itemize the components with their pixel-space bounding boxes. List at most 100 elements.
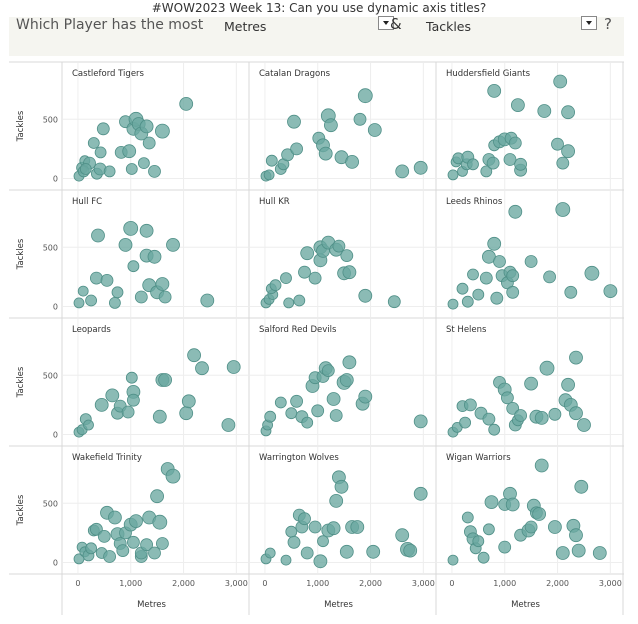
y-axis-title: Tackles [16,366,26,398]
x-tick-label: 0 [449,579,454,588]
data-point [505,497,520,512]
data-point [221,418,236,432]
data-point [537,104,552,118]
data-point [447,298,459,310]
data-point [298,512,311,526]
data-point [308,271,322,285]
data-point [301,416,314,429]
data-point [447,554,459,566]
data-point [490,291,504,305]
data-point [290,394,304,408]
data-point [87,137,100,149]
data-point [139,119,154,134]
data-point [103,550,116,563]
data-point [283,297,295,309]
panel-title: Hull FC [72,197,102,207]
data-point [300,546,314,560]
data-point [487,84,502,98]
panel-title: Catalan Dragons [259,69,331,79]
data-point [263,169,275,181]
data-point [77,285,89,297]
data-point [339,544,354,559]
data-point [274,396,287,409]
data-point [367,123,382,137]
data-point [293,294,306,307]
data-point [126,393,140,407]
data-point [534,458,549,473]
x-tick-label: 1,000 [493,579,516,588]
x-tick-label: 0 [262,579,267,588]
x-tick-label: 2,000 [546,579,569,588]
data-point [154,123,170,139]
data-point [226,360,241,374]
data-point [121,405,135,419]
data-point [125,371,138,384]
data-point [96,122,110,136]
data-point [561,144,575,159]
data-point [447,169,459,181]
data-point [134,290,148,304]
data-point [413,486,428,501]
x-measure-value[interactable]: Metres [224,19,267,34]
data-point [571,543,586,558]
data-point [165,468,181,484]
dropdown-arrow-icon[interactable] [581,16,597,30]
y-tick-label: 500 [43,499,58,508]
data-point [326,521,341,536]
y-measure-value[interactable]: Tackles [426,19,472,34]
data-point [166,237,180,252]
data-point [403,543,418,558]
data-point [487,236,502,251]
panel-title: Huddersfield Giants [446,69,531,79]
data-point [123,220,139,236]
data-point [287,114,301,129]
data-point [577,418,591,432]
data-point [332,239,346,253]
panel-title: Wigan Warriors [446,453,511,463]
data-point [158,373,173,387]
panel-title: Warrington Wolves [259,453,339,463]
data-point [311,404,325,418]
data-point [85,542,97,555]
data-point [313,554,328,569]
data-point [603,284,618,299]
data-point [555,202,571,217]
data-point [100,273,114,287]
data-point [179,406,194,421]
data-point [200,293,215,308]
connector-text: & [390,15,402,33]
y-tick-label: 500 [43,371,58,380]
data-point [73,297,85,309]
data-point [477,551,490,564]
data-point [493,255,506,268]
data-point [152,409,167,424]
y-tick-label: 500 [43,115,58,124]
data-point [413,160,428,175]
data-point [484,495,499,510]
data-point [353,112,367,126]
data-point [285,407,298,420]
data-point [321,364,335,378]
data-point [329,409,343,422]
data-point [524,376,538,391]
data-point [83,419,94,431]
data-point [298,265,311,279]
data-point [148,546,161,560]
x-tick-label: 1,000 [306,579,329,588]
data-point [147,249,162,264]
dropdown-arrow-icon[interactable] [378,16,394,30]
data-point [584,265,600,281]
data-point [181,394,196,409]
y-axis-title: Tackles [16,110,26,142]
y-axis-title: Tackles [16,238,26,270]
data-point [148,164,161,178]
data-point [555,546,570,560]
data-point [264,547,276,559]
data-point [345,154,360,169]
data-point [574,479,589,494]
data-point [569,406,583,421]
data-point [287,535,301,549]
question-mark-icon[interactable]: ? [604,15,612,33]
data-point [116,544,130,557]
panel-title: St Helens [446,325,487,335]
